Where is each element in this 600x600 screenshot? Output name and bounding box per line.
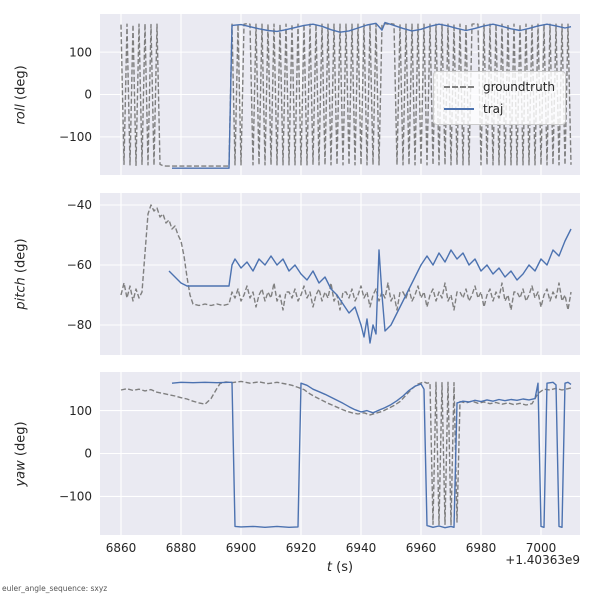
svg-text:6960: 6960 xyxy=(406,541,437,555)
svg-text:0: 0 xyxy=(84,447,92,461)
svg-text:6880: 6880 xyxy=(166,541,197,555)
svg-text:−100: −100 xyxy=(59,130,92,144)
dashed-line-swatch xyxy=(444,86,474,88)
xlabel-var: t xyxy=(326,560,333,575)
y-axis-label-roll: roll (deg) xyxy=(14,65,29,124)
svg-text:6940: 6940 xyxy=(346,541,377,555)
ylabel-roll-var: roll xyxy=(13,104,29,125)
legend-item-traj: traj xyxy=(444,102,555,116)
ylabel-pitch-unit: (deg) xyxy=(13,238,29,278)
legend: groundtruth traj xyxy=(433,71,567,125)
svg-text:6920: 6920 xyxy=(286,541,317,555)
solid-line-swatch xyxy=(444,108,474,110)
ylabel-roll-unit: (deg) xyxy=(13,65,29,105)
legend-label-groundtruth: groundtruth xyxy=(483,80,556,94)
svg-text:6900: 6900 xyxy=(226,541,257,555)
legend-label-traj: traj xyxy=(483,102,504,116)
y-axis-label-yaw: yaw (deg) xyxy=(14,421,29,486)
y-axis-label-pitch: pitch (deg) xyxy=(14,238,29,309)
svg-text:6860: 6860 xyxy=(106,541,137,555)
ylabel-yaw-unit: (deg) xyxy=(13,421,29,461)
ylabel-pitch-var: pitch xyxy=(13,277,29,310)
svg-text:0: 0 xyxy=(84,88,92,102)
xlabel-unit: (s) xyxy=(332,560,354,575)
svg-text:−100: −100 xyxy=(59,490,92,504)
svg-text:−60: −60 xyxy=(67,258,92,272)
svg-text:7000: 7000 xyxy=(526,541,557,555)
svg-text:100: 100 xyxy=(69,404,92,418)
svg-text:−80: −80 xyxy=(67,318,92,332)
svg-text:100: 100 xyxy=(69,45,92,59)
x-axis-offset-label: +1.40363e9 xyxy=(505,553,580,567)
footnote: euler_angle_sequence: sxyz xyxy=(2,584,108,593)
svg-text:−40: −40 xyxy=(67,198,92,212)
ylabel-yaw-var: yaw xyxy=(13,460,29,487)
x-axis-label: t (s) xyxy=(100,560,580,575)
legend-item-groundtruth: groundtruth xyxy=(444,80,555,94)
svg-text:6980: 6980 xyxy=(466,541,497,555)
